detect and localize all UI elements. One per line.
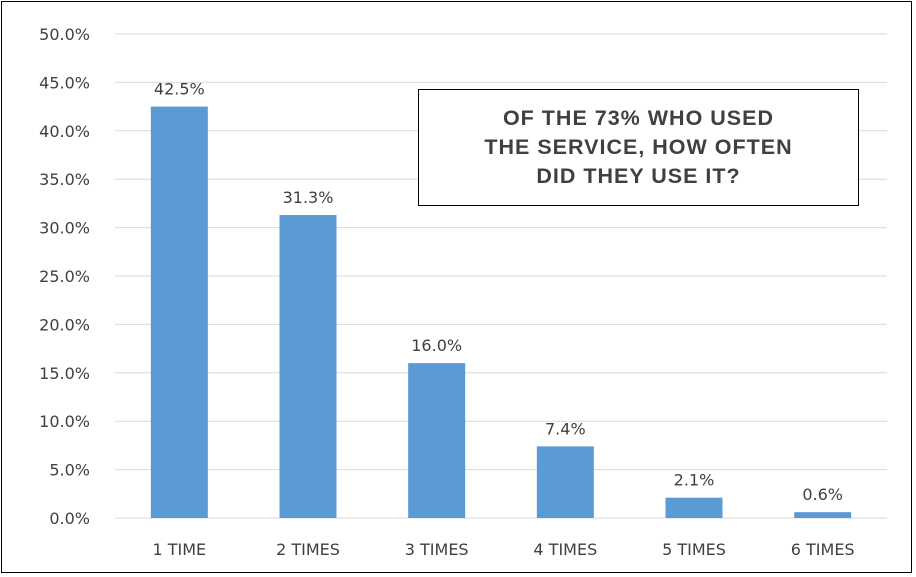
y-tick-label: 10.0%: [39, 412, 90, 431]
y-tick-label: 25.0%: [39, 267, 90, 286]
x-tick-label: 5 TIMES: [662, 540, 726, 559]
bar: [536, 446, 594, 518]
bar: [279, 215, 337, 519]
chart-title-box: OF THE 73% WHO USED THE SERVICE, HOW OFT…: [418, 89, 859, 206]
chart-title: OF THE 73% WHO USED THE SERVICE, HOW OFT…: [484, 106, 793, 188]
bar: [794, 512, 852, 518]
x-tick-label: 3 TIMES: [405, 540, 469, 559]
x-tick-label: 6 TIMES: [791, 540, 855, 559]
y-tick-label: 0.0%: [49, 509, 90, 528]
y-tick-label: 30.0%: [39, 219, 90, 238]
data-label: 7.4%: [545, 419, 586, 438]
bars: [150, 106, 852, 519]
y-tick-label: 45.0%: [39, 73, 90, 92]
y-tick-label: 5.0%: [49, 461, 90, 480]
y-tick-label: 40.0%: [39, 122, 90, 141]
y-axis-tick-labels: 0.0% 5.0% 10.0% 15.0% 20.0% 25.0% 30.0% 35.0% 40…: [39, 25, 90, 528]
data-labels: 42.5% 31.3% 16.0% 7.4% 2.1% 0.6%: [154, 80, 843, 505]
bar: [150, 106, 208, 518]
y-tick-label: 20.0%: [39, 315, 90, 334]
bar: [408, 363, 466, 518]
data-label: 42.5%: [154, 80, 205, 99]
x-tick-label: 1 TIME: [152, 540, 206, 559]
y-tick-label: 50.0%: [39, 25, 90, 44]
data-label: 16.0%: [411, 336, 462, 355]
y-tick-label: 15.0%: [39, 364, 90, 383]
bar: [665, 497, 723, 518]
x-axis-tick-labels: 1 TIME 2 TIMES 3 TIMES 4 TIMES 5 TIMES 6 TIME…: [152, 540, 854, 559]
y-tick-label: 35.0%: [39, 170, 90, 189]
data-label: 31.3%: [283, 188, 334, 207]
data-label: 0.6%: [802, 485, 843, 504]
x-tick-label: 4 TIMES: [533, 540, 597, 559]
data-label: 2.1%: [674, 471, 715, 490]
x-tick-label: 2 TIMES: [276, 540, 340, 559]
